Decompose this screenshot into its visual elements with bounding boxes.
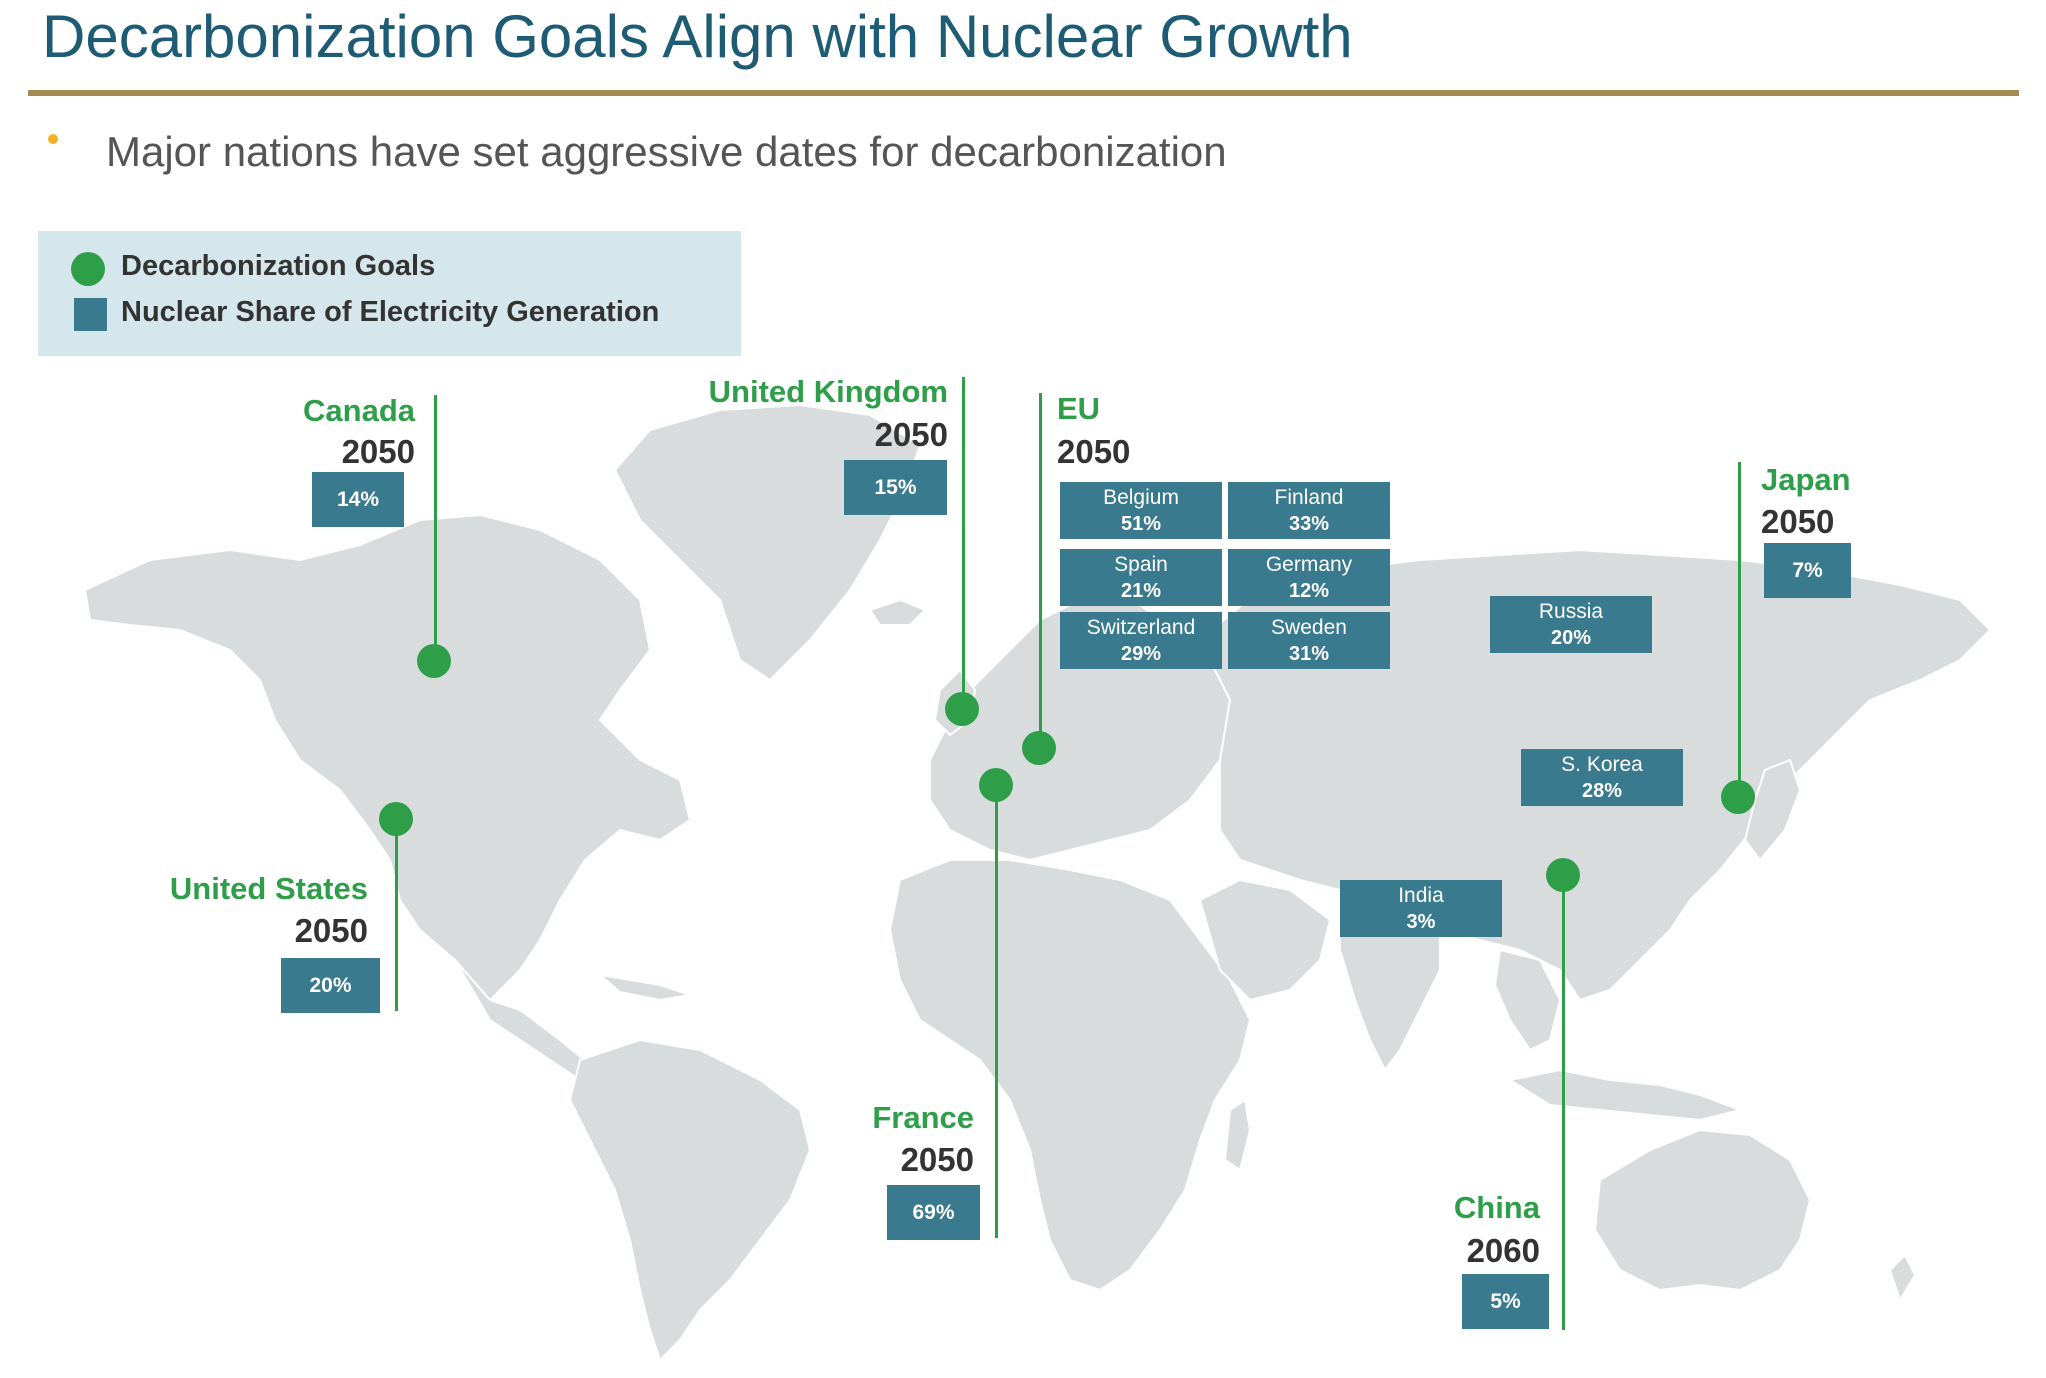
russia-share: 20% [1550, 626, 1592, 649]
canada-year-label: 2050 [341, 433, 415, 470]
china-country-label: China [1453, 1190, 1540, 1225]
russia-name: Russia [1538, 599, 1604, 623]
germany-name: Germany [1265, 552, 1353, 576]
bullet-text: Major nations have set aggressive dates … [106, 128, 1227, 175]
skorea-share: 28% [1581, 779, 1623, 802]
us-nuclear-share: 20% [281, 958, 380, 1013]
skorea-nuclear-box: S. Korea 28% [1521, 749, 1683, 806]
france-country-label: France [872, 1100, 974, 1135]
us-country-label: United States [169, 871, 368, 906]
germany-share: 12% [1288, 579, 1330, 602]
uk-country-label: United Kingdom [708, 374, 948, 409]
spain-nuclear-box: Spain 21% [1060, 549, 1222, 606]
sweden-nuclear-box: Sweden 31% [1228, 612, 1390, 669]
caribbean-shape [599, 974, 691, 1001]
switzerland-name: Switzerland [1086, 615, 1196, 639]
belgium-nuclear-box: Belgium 51% [1060, 482, 1222, 539]
indonesia-shape [1509, 1069, 1741, 1121]
madagascar-shape [1224, 1099, 1251, 1171]
south-america-shape [569, 1039, 811, 1361]
australia-shape [1594, 1129, 1811, 1291]
uk-leader-line [962, 377, 965, 710]
india-nuclear-box: India 3% [1340, 880, 1502, 937]
eu-goal-marker [1022, 731, 1056, 765]
france-leader-line [995, 785, 998, 1238]
legend-nuclear-label: Nuclear Share of Electricity Generation [121, 296, 660, 328]
title-divider [28, 90, 2019, 96]
bullet-icon [48, 134, 58, 144]
southeast-asia-shape [1494, 949, 1561, 1051]
eu-leader-line [1039, 393, 1042, 747]
russia-nuclear-box: Russia 20% [1490, 596, 1652, 653]
us-year-label: 2050 [294, 912, 368, 949]
india-share: 3% [1406, 910, 1436, 933]
uk-nuclear-share: 15% [844, 460, 947, 515]
switzerland-share: 29% [1120, 642, 1162, 665]
legend-goal-icon [71, 252, 105, 286]
china-goal-marker [1546, 858, 1580, 892]
canada-leader-line [434, 395, 437, 657]
new-zealand-shape [1889, 1254, 1916, 1301]
finland-share: 33% [1288, 512, 1330, 535]
spain-name: Spain [1114, 552, 1168, 576]
us-leader-line [395, 819, 398, 1011]
germany-nuclear-box: Germany 12% [1228, 549, 1390, 606]
greenland-shape [614, 404, 921, 681]
finland-name: Finland [1274, 485, 1344, 509]
uk-goal-marker [945, 692, 979, 726]
north-america-shape [84, 514, 691, 1001]
france-year-label: 2050 [900, 1141, 974, 1178]
japan-year-label: 2050 [1761, 503, 1835, 540]
china-nuclear-share: 5% [1462, 1274, 1549, 1329]
sweden-share: 31% [1288, 642, 1330, 665]
france-goal-marker [979, 768, 1013, 802]
page-title: Decarbonization Goals Align with Nuclear… [42, 3, 1353, 70]
eu-country-label: EU [1057, 391, 1101, 426]
canada-country-label: Canada [303, 393, 415, 428]
eu-year-label: 2050 [1057, 433, 1131, 470]
japan-leader-line [1738, 462, 1741, 802]
india-name: India [1398, 883, 1444, 907]
legend: Decarbonization Goals Nuclear Share of E… [38, 231, 741, 356]
middle-east-shape [1199, 879, 1331, 1001]
canada-goal-marker [417, 644, 451, 678]
japan-nuclear-share: 7% [1764, 543, 1851, 598]
switzerland-nuclear-box: Switzerland 29% [1060, 612, 1222, 669]
spain-share: 21% [1120, 579, 1162, 602]
legend-goals-label: Decarbonization Goals [121, 250, 436, 282]
china-year-label: 2060 [1466, 1232, 1540, 1269]
japan-country-label: Japan [1761, 462, 1851, 497]
china-leader-line [1562, 875, 1565, 1330]
belgium-share: 51% [1120, 512, 1162, 535]
iceland-shape [869, 599, 926, 626]
africa-shape [889, 859, 1251, 1291]
belgium-name: Belgium [1103, 485, 1179, 509]
legend-nuclear-icon [74, 298, 107, 331]
japan-goal-marker [1721, 780, 1755, 814]
uk-year-label: 2050 [874, 416, 948, 453]
canada-nuclear-share: 14% [312, 472, 404, 527]
sweden-name: Sweden [1271, 615, 1347, 639]
finland-nuclear-box: Finland 33% [1228, 482, 1390, 539]
japan-shape [1744, 759, 1801, 861]
france-nuclear-share: 69% [887, 1185, 980, 1240]
us-goal-marker [379, 802, 413, 836]
skorea-name: S. Korea [1561, 752, 1643, 776]
